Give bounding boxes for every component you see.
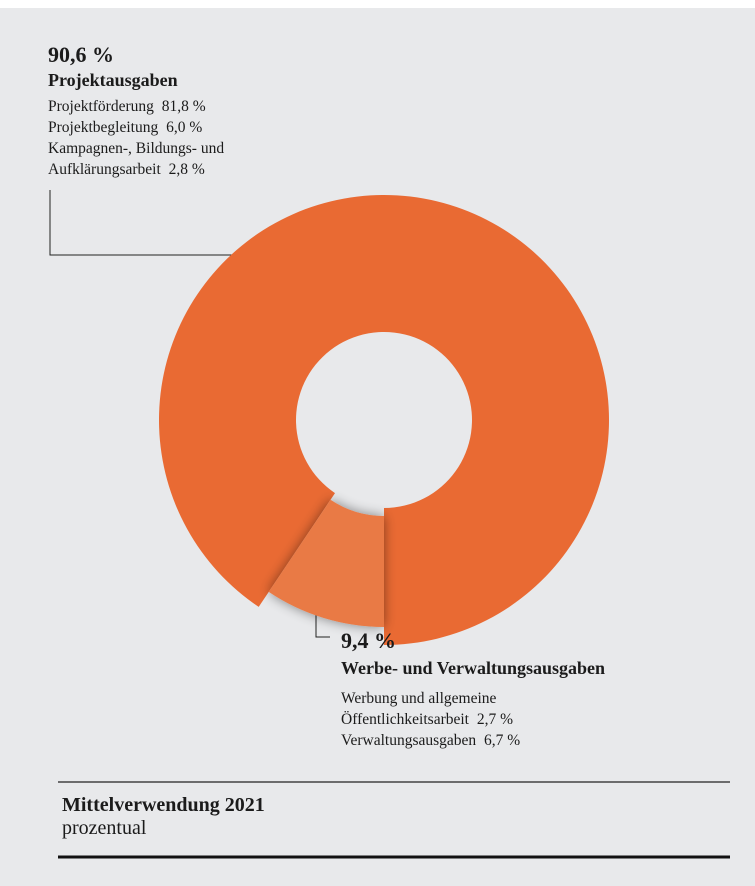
detail-name: Projektbegleitung	[48, 119, 159, 136]
chart-subtitle: prozentual	[62, 817, 147, 839]
background	[0, 8, 755, 886]
detail-list: Projektförderung 81,8 % Projektbegleitung…	[48, 96, 283, 180]
detail-item: Werbung und allgemeine Öffentlichkeitsar…	[341, 688, 556, 730]
detail-name: Verwaltungsausgaben	[341, 732, 477, 749]
value-label: 9,4 %	[341, 628, 396, 653]
detail-value: 2,8 %	[168, 161, 205, 178]
detail-item: Projektbegleitung 6,0 %	[48, 117, 283, 138]
detail-value: 6,0 %	[166, 119, 203, 136]
donut-segment	[158, 195, 609, 645]
chart-title: Mittelverwendung 2021	[62, 794, 265, 816]
detail-name: Werbung und allgemeine Öffentlichkeitsar…	[341, 690, 497, 728]
detail-item: Verwaltungsausgaben 6,7 %	[341, 730, 556, 751]
footer: Mittelverwendung 2021 prozentual	[62, 794, 265, 840]
category-label: Werbe- und Verwaltungsausgaben	[341, 658, 606, 678]
detail-value: 81,8 %	[161, 98, 206, 115]
category-label: Projektausgaben	[48, 70, 178, 90]
label-block: 90,6 % Projektausgaben Projektförderung …	[48, 42, 283, 180]
detail-value: 2,7 %	[476, 711, 514, 728]
detail-item: Kampagnen-, Bildungs- und Aufklärungsarb…	[48, 138, 283, 180]
detail-item: Projektförderung 81,8 %	[48, 96, 283, 117]
value-label: 90,6 %	[48, 42, 114, 67]
label-block: 9,4 % Werbe- und Verwaltungsausgaben Wer…	[341, 628, 741, 751]
donut-segment	[268, 499, 384, 627]
detail-name: Projektförderung	[48, 98, 154, 115]
detail-list: Werbung und allgemeine Öffentlichkeitsar…	[341, 688, 556, 751]
detail-name: Kampagnen-, Bildungs- und Aufklärungsarb…	[48, 140, 225, 178]
detail-value: 6,7 %	[484, 732, 521, 749]
leader-line	[49, 190, 240, 256]
